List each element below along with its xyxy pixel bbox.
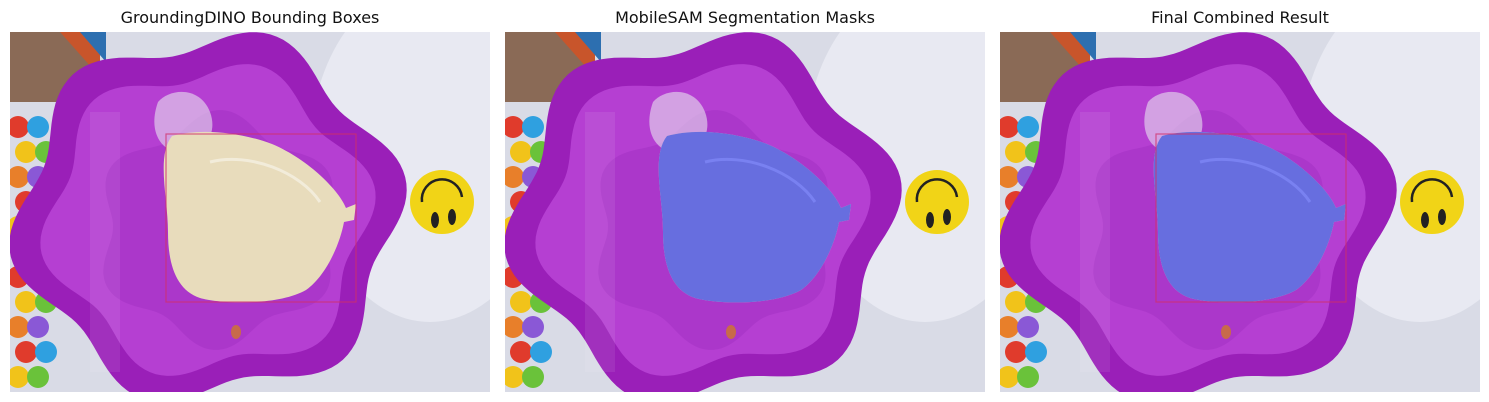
smiley-eye	[448, 209, 456, 225]
ball	[10, 366, 29, 388]
ball	[1005, 341, 1027, 363]
bounding-box	[1155, 133, 1347, 303]
panel-title: Final Combined Result	[1151, 8, 1329, 27]
basin-drain	[231, 325, 241, 339]
smiley-mouth	[420, 178, 464, 203]
ball	[27, 116, 49, 138]
box-stripe	[1070, 32, 1096, 62]
ball	[10, 116, 29, 138]
ball	[1005, 141, 1027, 163]
ball	[1000, 166, 1019, 188]
panel-title: GroundingDINO Bounding Boxes	[120, 8, 380, 27]
ball	[510, 291, 532, 313]
ball	[522, 366, 544, 388]
ball	[510, 141, 532, 163]
ball	[10, 316, 29, 338]
ball	[522, 316, 544, 338]
ball	[15, 291, 37, 313]
smiley-eye	[943, 209, 951, 225]
segmentation-mask	[658, 131, 851, 303]
ball	[1005, 291, 1027, 313]
ball	[505, 166, 524, 188]
basin-drain	[1221, 325, 1231, 339]
smiley-eye	[431, 212, 439, 228]
ball	[1017, 366, 1039, 388]
segmentation-mask	[1153, 131, 1346, 303]
basin-highlight	[1080, 112, 1110, 372]
ball	[505, 366, 524, 388]
panel-image	[10, 32, 490, 392]
ball	[505, 116, 524, 138]
ball	[505, 316, 524, 338]
bag-sheen	[209, 157, 322, 203]
basin-drain	[726, 325, 736, 339]
panel-final-result: Final Combined Result	[1000, 0, 1480, 402]
ball	[1000, 116, 1019, 138]
panel-image	[1000, 32, 1480, 392]
ball	[10, 166, 29, 188]
basin-highlight	[585, 112, 615, 372]
ball	[1000, 366, 1019, 388]
smiley-mouth	[1410, 178, 1454, 203]
rice-bag	[163, 131, 356, 303]
box-stripe	[575, 32, 601, 62]
ball	[530, 341, 552, 363]
smiley-eye	[926, 212, 934, 228]
panel-title: MobileSAM Segmentation Masks	[615, 8, 875, 27]
ball	[27, 316, 49, 338]
ball	[27, 366, 49, 388]
ball	[35, 341, 57, 363]
ball	[510, 341, 532, 363]
ball	[1025, 341, 1047, 363]
smiley-eye	[1438, 209, 1446, 225]
box-stripe	[80, 32, 106, 62]
bounding-box	[165, 133, 357, 303]
panel-grounding-dino: GroundingDINO Bounding Boxes	[10, 0, 490, 402]
basin-highlight	[90, 112, 120, 372]
smiley-toy	[905, 170, 969, 234]
mask-sheen	[1199, 157, 1312, 203]
smiley-mouth	[915, 178, 959, 203]
smiley-toy	[410, 170, 474, 234]
panel-mobile-sam: MobileSAM Segmentation Masks	[505, 0, 985, 402]
ball	[1017, 116, 1039, 138]
ball	[15, 141, 37, 163]
smiley-eye	[1421, 212, 1429, 228]
ball	[1017, 316, 1039, 338]
mask-sheen	[704, 157, 817, 203]
ball	[15, 341, 37, 363]
smiley-toy	[1400, 170, 1464, 234]
ball	[1000, 316, 1019, 338]
panel-image	[505, 32, 985, 392]
ball	[522, 116, 544, 138]
